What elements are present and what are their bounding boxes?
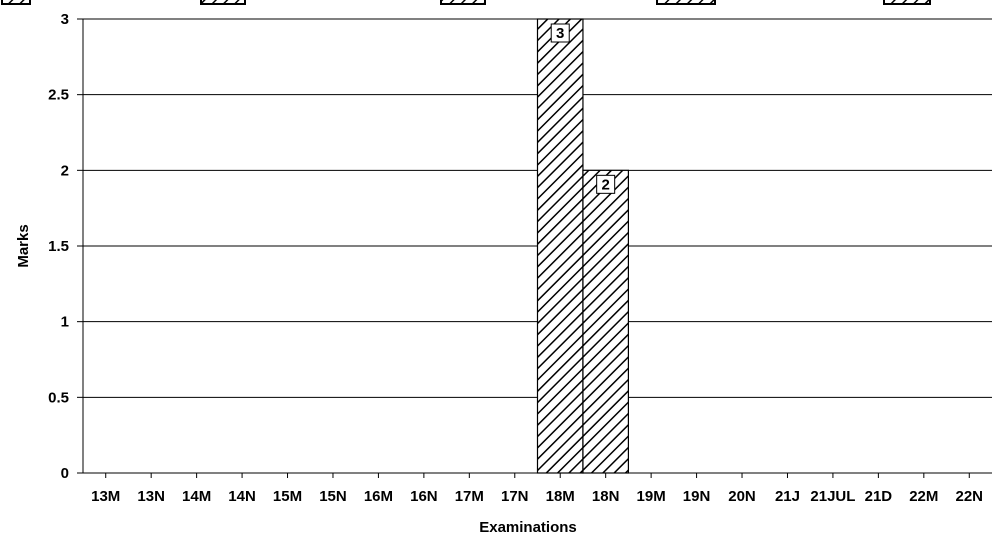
- legend-swatch: [440, 0, 486, 5]
- bar: [536, 18, 584, 474]
- x-tick-label: 20N: [728, 488, 756, 505]
- x-tick-label: 19M: [637, 488, 666, 505]
- x-tick-label: 21D: [865, 488, 893, 505]
- y-tick-label: 2: [61, 162, 69, 179]
- y-tick-labels: 0 0.5 1 1.5 2 2.5 3: [48, 11, 69, 482]
- x-tick-label: 22M: [909, 488, 938, 505]
- x-tick-label: 19N: [683, 488, 711, 505]
- x-tick-label: 13M: [91, 488, 120, 505]
- data-label-box: [550, 23, 570, 43]
- x-tick-label: 18N: [592, 488, 620, 505]
- y-tick-label: 0.5: [48, 389, 69, 406]
- bars: [536, 18, 630, 474]
- x-tick-label: 16N: [410, 488, 438, 505]
- x-tick-label: 18M: [546, 488, 575, 505]
- x-tick-label: 16M: [364, 488, 393, 505]
- legend-swatch: [883, 0, 931, 5]
- x-tick-label: 21J: [775, 488, 800, 505]
- y-tick-label: 3: [61, 11, 69, 28]
- y-axis-title: Marks: [15, 224, 32, 267]
- y-tick-label: 1.5: [48, 238, 69, 255]
- gridlines: [77, 18, 992, 474]
- x-tick-label: 15M: [273, 488, 302, 505]
- y-tick-label: 0: [61, 465, 69, 482]
- x-tick-label: 22N: [956, 488, 984, 505]
- x-tick-label: 14N: [228, 488, 256, 505]
- x-tick-label: 14M: [182, 488, 211, 505]
- data-label: 2: [602, 176, 610, 193]
- data-labels: 32: [550, 23, 616, 194]
- data-label-box: [596, 174, 616, 194]
- x-tick-labels: 13M 13N 14M 14N 15M 15N 16M 16N 17M 17N 18M 18N 19M 1…: [91, 488, 983, 505]
- y-tick-label: 2.5: [48, 87, 69, 104]
- legend-swatch: [656, 0, 716, 5]
- bar: [582, 169, 630, 474]
- x-tick-label: 15N: [319, 488, 347, 505]
- legend-swatch: [1, 0, 31, 5]
- x-axis-title: Examinations: [479, 519, 577, 536]
- x-tick-label: 21JUL: [810, 488, 855, 505]
- x-tick-label: 17N: [501, 488, 529, 505]
- y-tick-label: 1: [61, 314, 69, 331]
- data-label: 3: [556, 25, 564, 42]
- x-tick-label: 17M: [455, 488, 484, 505]
- legend-swatch: [200, 0, 246, 5]
- x-tick-label: 13N: [137, 488, 165, 505]
- legend: [1, 0, 931, 5]
- axes: [82, 19, 992, 478]
